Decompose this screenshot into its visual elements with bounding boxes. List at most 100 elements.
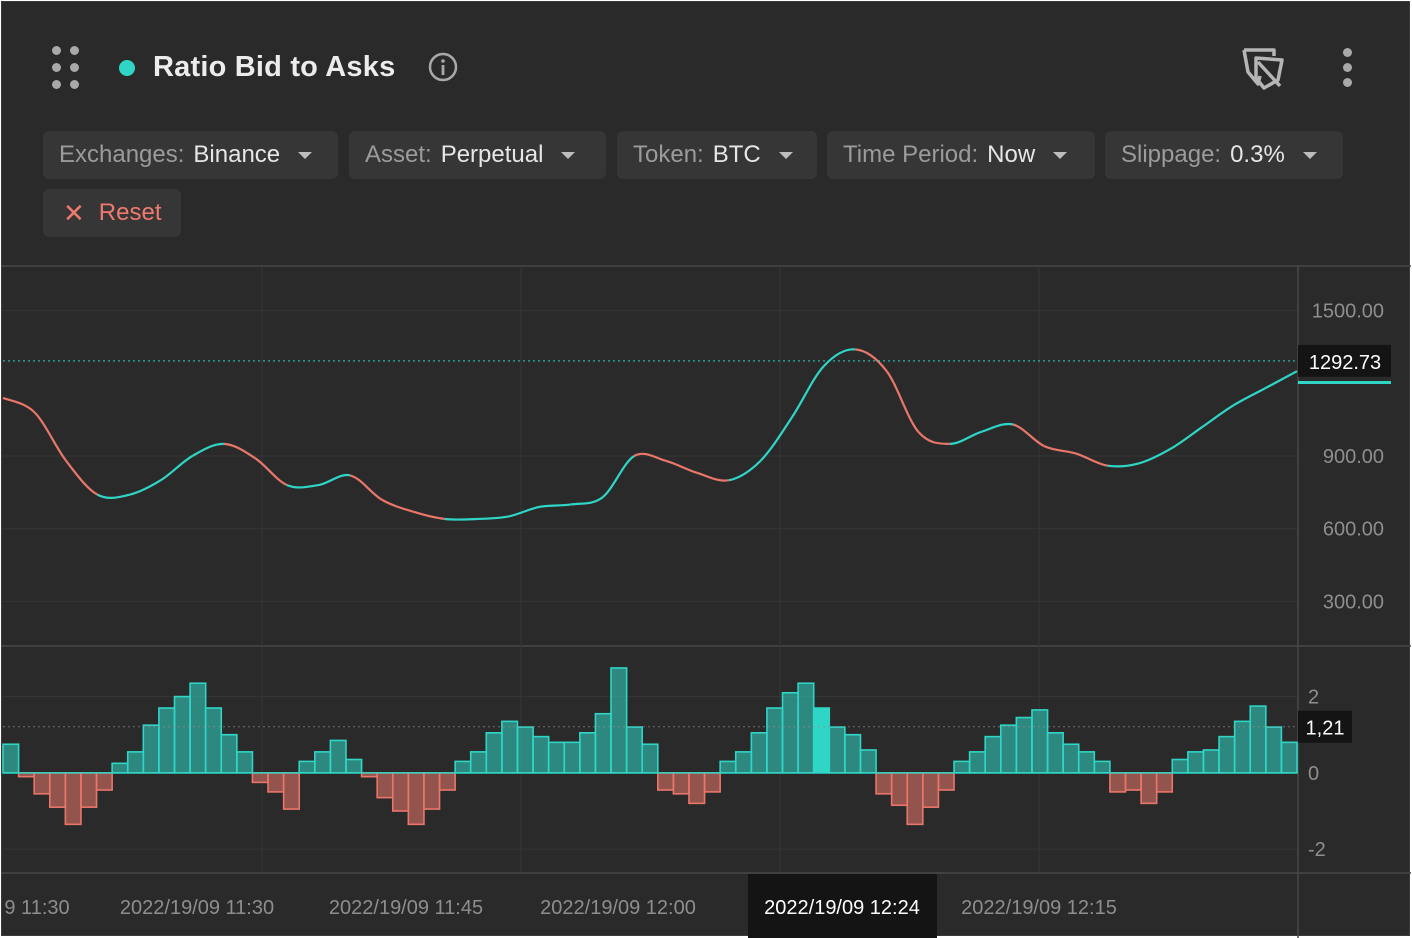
filter-exchanges[interactable]: Exchanges: Binance: [43, 131, 338, 179]
filter-value: 0.3%: [1230, 141, 1285, 168]
histogram-bar: [828, 726, 846, 774]
histogram-bar: [1140, 772, 1158, 805]
line-series-segment: [97, 493, 130, 499]
histogram-bar: [314, 751, 332, 774]
line-series-segment: [1107, 462, 1140, 468]
filter-value: Binance: [193, 141, 281, 168]
histogram-bar: [111, 762, 129, 774]
line-series-segment: [33, 411, 67, 462]
histogram-bar: [64, 772, 82, 826]
histogram-bar: [968, 751, 986, 774]
line-series-segment: [318, 473, 351, 487]
histogram-bar: [532, 735, 550, 774]
histogram-bar: [563, 741, 581, 774]
y-tick-label: 600.00: [1323, 519, 1384, 541]
unlink-icon[interactable]: [1238, 42, 1290, 94]
filter-asset[interactable]: Asset: Perpetual: [349, 131, 606, 179]
histogram-bar: [48, 772, 67, 808]
line-series-segment: [855, 348, 888, 372]
info-icon[interactable]: [428, 52, 458, 82]
histogram-bar: [625, 726, 644, 774]
line-series-segment: [1201, 404, 1235, 428]
current-value-badge: [1298, 344, 1391, 377]
histogram-bar: [251, 772, 269, 784]
x-axis-active-badge: [748, 874, 937, 938]
histogram-bar: [641, 743, 659, 774]
line-series-segment: [917, 431, 950, 445]
chart-title: Ratio Bid to Asks: [153, 51, 396, 83]
histogram-bar: [844, 733, 862, 774]
y-tick-label: 0: [1308, 763, 1319, 785]
line-series-segment: [570, 496, 604, 506]
filter-label: Token:: [633, 141, 704, 168]
histogram-bar: [1031, 709, 1049, 774]
histogram-bar: [1046, 732, 1064, 774]
chevron-down-icon: [778, 151, 793, 159]
line-series-segment: [539, 503, 572, 508]
line-series-segment: [1264, 370, 1298, 390]
drag-handle-icon[interactable]: [52, 46, 82, 90]
filter-token[interactable]: Token: BTC: [617, 131, 817, 179]
histogram-bar: [1265, 726, 1283, 774]
histogram-bar: [516, 726, 534, 774]
histogram-bar: [345, 758, 363, 774]
histogram-bar: [999, 724, 1018, 774]
histogram-bar: [329, 739, 347, 774]
histogram-bar: [1218, 735, 1236, 774]
histogram-bar: [688, 772, 706, 805]
filter-time-period[interactable]: Time Period: Now: [827, 131, 1095, 179]
histogram-bar: [423, 772, 441, 810]
line-series-segment: [949, 430, 982, 445]
histogram-bar: [781, 691, 799, 774]
line-series-segment: [1170, 426, 1203, 450]
filter-label: Exchanges:: [59, 141, 185, 168]
histogram-bar: [766, 707, 784, 774]
histogram-bar: [438, 772, 456, 791]
line-series-segment: [1233, 387, 1266, 407]
histogram-bar: [890, 772, 909, 807]
line-series-segment: [759, 416, 793, 462]
histogram-bar: [1093, 760, 1111, 774]
y-tick-label: 900.00: [1323, 446, 1384, 468]
histogram-bar: [469, 751, 488, 774]
histogram-bar: [236, 751, 254, 774]
chevron-down-icon: [1302, 151, 1317, 159]
current-value-marker: [1298, 381, 1391, 384]
reset-label: Reset: [98, 199, 162, 226]
histogram-bar: [376, 772, 394, 799]
histogram-bar: [750, 732, 768, 774]
histogram-bar: [812, 707, 831, 774]
filter-value: BTC: [712, 141, 761, 168]
histogram-bar: [703, 772, 721, 793]
histogram-bar: [1109, 772, 1127, 793]
line-series-segment: [191, 442, 224, 457]
filter-slippage[interactable]: Slippage: 0.3%: [1105, 131, 1343, 179]
filter-label: Time Period:: [843, 141, 979, 168]
line-series-segment: [601, 455, 635, 499]
histogram-bar: [547, 741, 566, 774]
histogram-bar: [391, 772, 410, 812]
line-series-segment: [1075, 452, 1108, 467]
histogram-bar: [2, 743, 20, 774]
histogram-bar: [126, 751, 145, 774]
chevron-down-icon: [1053, 151, 1068, 159]
card-header: Ratio Bid to Asks: [2, 2, 1409, 122]
line-series-segment: [981, 422, 1014, 433]
histogram-bar: [142, 724, 160, 774]
current-value-badge: [1298, 710, 1352, 743]
line-series-segment: [412, 510, 445, 521]
histogram-bar: [672, 772, 690, 795]
histogram-bar: [1171, 758, 1189, 774]
histogram-bar: [1233, 720, 1252, 774]
more-vertical-icon[interactable]: [1337, 46, 1359, 90]
histogram-bar: [1249, 705, 1267, 774]
x-tick-label-active: 2022/19/09 12:24: [764, 897, 920, 919]
reset-button[interactable]: ✕ Reset: [43, 189, 181, 237]
histogram-bar: [656, 772, 675, 791]
line-series-segment: [381, 498, 414, 513]
line-series-segment: [444, 517, 477, 521]
line-series-segment: [697, 471, 730, 482]
current-value-label: 1,21: [1306, 718, 1345, 740]
line-series-segment: [1138, 447, 1172, 465]
